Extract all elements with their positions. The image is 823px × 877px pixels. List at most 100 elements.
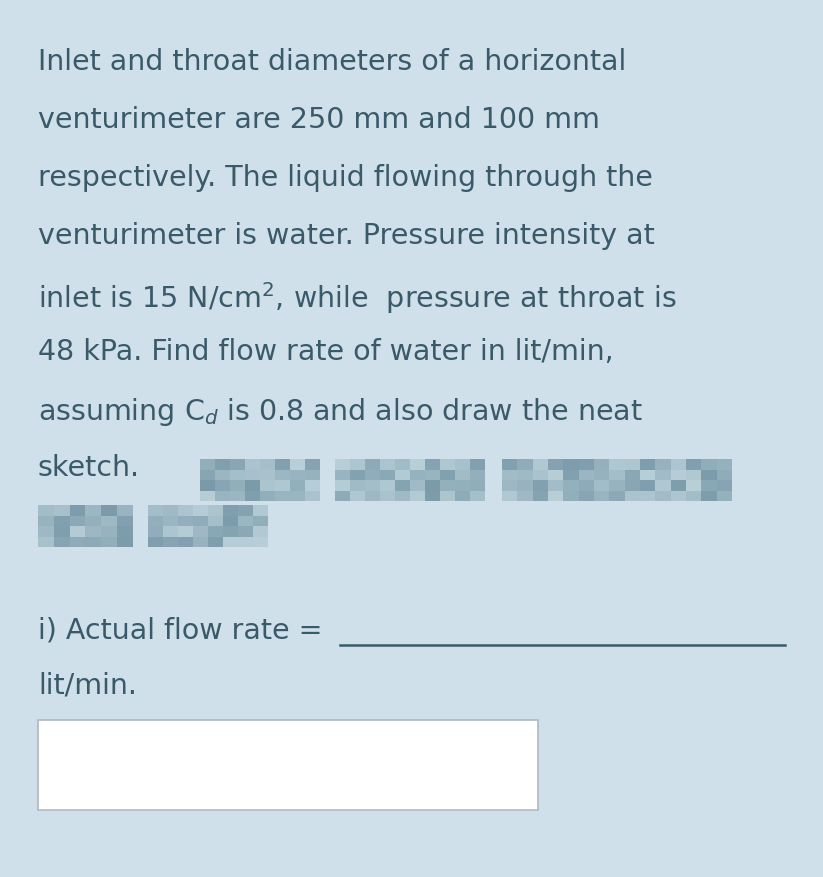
Bar bbox=[275, 459, 290, 469]
Bar bbox=[655, 490, 671, 501]
Bar bbox=[717, 469, 732, 480]
Bar bbox=[335, 490, 350, 501]
Bar bbox=[671, 459, 686, 469]
Bar bbox=[365, 490, 380, 501]
Bar bbox=[193, 526, 208, 537]
Bar bbox=[208, 505, 223, 516]
Bar bbox=[290, 480, 305, 490]
Bar bbox=[163, 516, 178, 526]
Bar bbox=[563, 459, 579, 469]
Bar bbox=[686, 469, 701, 480]
Bar bbox=[365, 480, 380, 490]
Bar bbox=[178, 537, 193, 547]
Bar bbox=[253, 526, 268, 537]
Text: inlet is 15 N/cm$^2$, while  pressure at throat is: inlet is 15 N/cm$^2$, while pressure at … bbox=[38, 280, 677, 316]
Bar bbox=[502, 469, 518, 480]
Bar bbox=[163, 505, 178, 516]
Bar bbox=[518, 459, 532, 469]
Bar bbox=[53, 537, 70, 547]
Bar bbox=[86, 516, 101, 526]
Bar bbox=[70, 526, 86, 537]
Text: 48 kPa. Find flow rate of water in lit/min,: 48 kPa. Find flow rate of water in lit/m… bbox=[38, 338, 614, 366]
Bar bbox=[350, 469, 365, 480]
Bar bbox=[609, 480, 625, 490]
Bar bbox=[365, 459, 380, 469]
Bar bbox=[594, 490, 609, 501]
Bar bbox=[640, 480, 655, 490]
Bar bbox=[230, 459, 245, 469]
Bar bbox=[148, 537, 163, 547]
Bar bbox=[563, 469, 579, 480]
Bar bbox=[178, 505, 193, 516]
Bar bbox=[655, 459, 671, 469]
Bar bbox=[717, 459, 732, 469]
Bar bbox=[163, 537, 178, 547]
Bar bbox=[655, 469, 671, 480]
Bar bbox=[455, 469, 470, 480]
Bar bbox=[38, 526, 53, 537]
Bar bbox=[532, 469, 548, 480]
Bar bbox=[335, 480, 350, 490]
Bar bbox=[609, 459, 625, 469]
Bar bbox=[230, 480, 245, 490]
Bar bbox=[335, 459, 350, 469]
Bar bbox=[640, 459, 655, 469]
Bar bbox=[117, 516, 133, 526]
Bar bbox=[208, 516, 223, 526]
Bar bbox=[440, 490, 455, 501]
Bar bbox=[38, 505, 53, 516]
Bar bbox=[365, 469, 380, 480]
Bar bbox=[117, 505, 133, 516]
Bar bbox=[275, 490, 290, 501]
Bar bbox=[305, 480, 320, 490]
Bar bbox=[38, 516, 53, 526]
Bar bbox=[532, 490, 548, 501]
Bar bbox=[455, 480, 470, 490]
Bar bbox=[518, 469, 532, 480]
Text: sketch.: sketch. bbox=[38, 454, 140, 482]
Bar bbox=[455, 490, 470, 501]
Bar bbox=[230, 490, 245, 501]
Bar bbox=[148, 505, 163, 516]
Bar bbox=[686, 459, 701, 469]
Bar bbox=[717, 480, 732, 490]
Bar bbox=[178, 516, 193, 526]
Bar bbox=[223, 516, 238, 526]
Bar bbox=[717, 490, 732, 501]
Bar bbox=[101, 537, 117, 547]
Bar bbox=[532, 480, 548, 490]
Bar bbox=[579, 490, 594, 501]
Bar bbox=[86, 537, 101, 547]
Bar bbox=[101, 516, 117, 526]
Bar bbox=[701, 459, 717, 469]
Bar bbox=[253, 505, 268, 516]
Bar bbox=[625, 490, 640, 501]
Bar bbox=[395, 469, 410, 480]
Text: assuming C$_d$ is 0.8 and also draw the neat: assuming C$_d$ is 0.8 and also draw the … bbox=[38, 396, 643, 428]
Bar bbox=[215, 490, 230, 501]
Bar bbox=[640, 490, 655, 501]
Bar bbox=[502, 480, 518, 490]
Bar bbox=[223, 526, 238, 537]
Bar bbox=[502, 490, 518, 501]
Bar bbox=[200, 480, 215, 490]
Text: i) Actual flow rate =: i) Actual flow rate = bbox=[38, 617, 332, 645]
Bar bbox=[101, 526, 117, 537]
Bar bbox=[609, 469, 625, 480]
Bar bbox=[230, 469, 245, 480]
Bar bbox=[53, 505, 70, 516]
Bar bbox=[193, 537, 208, 547]
Bar bbox=[609, 490, 625, 501]
Bar bbox=[350, 490, 365, 501]
Bar bbox=[223, 505, 238, 516]
Bar bbox=[38, 537, 53, 547]
Bar bbox=[290, 469, 305, 480]
Bar bbox=[410, 480, 425, 490]
Bar bbox=[223, 537, 238, 547]
Bar bbox=[200, 490, 215, 501]
Bar bbox=[548, 490, 563, 501]
Bar bbox=[395, 480, 410, 490]
Bar bbox=[350, 459, 365, 469]
Bar bbox=[440, 469, 455, 480]
FancyBboxPatch shape bbox=[38, 720, 538, 810]
